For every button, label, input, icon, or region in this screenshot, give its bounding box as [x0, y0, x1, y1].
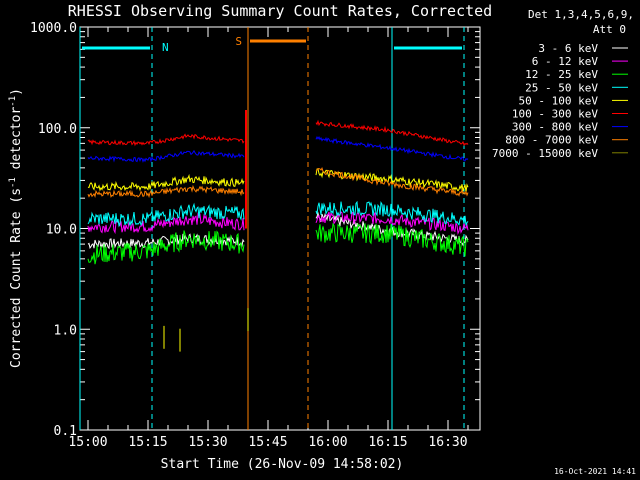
series-line	[315, 119, 469, 147]
x-tick-label: 15:30	[188, 435, 227, 450]
y-tick-label: 10.0	[46, 223, 77, 238]
legend-label: 800 - 7000 keV	[505, 134, 598, 147]
series-line	[87, 230, 245, 265]
series-line	[87, 202, 245, 228]
legend-label: 300 - 800 keV	[512, 121, 598, 134]
chart-title: RHESSI Observing Summary Count Rates, Co…	[68, 2, 492, 20]
x-tick-label: 16:00	[308, 435, 347, 450]
series-line	[315, 222, 469, 257]
series-line	[315, 200, 469, 226]
series-line	[87, 184, 245, 199]
series-line	[87, 149, 245, 163]
series-800-7000-kev	[87, 166, 469, 199]
series-100-300-kev	[87, 119, 469, 147]
legend-label: 6 - 12 keV	[532, 55, 599, 68]
plot-frame	[79, 26, 481, 431]
series-50-100-kev	[87, 168, 469, 193]
y-tick-label: 1.0	[54, 323, 77, 338]
series-line	[87, 233, 245, 250]
legend-header-detectors: Det 1,3,4,5,6,9,	[528, 8, 634, 21]
y-axis-title: Corrected Count Rate (s-1 detector-1)	[8, 88, 24, 368]
series-7000-15000-kev	[163, 308, 249, 352]
x-tick-label: 15:00	[68, 435, 107, 450]
x-axis-title: Start Time (26-Nov-09 14:58:02)	[161, 457, 404, 472]
legend-label: 3 - 6 keV	[538, 42, 598, 55]
legend-label: 50 - 100 keV	[519, 94, 599, 107]
series-line	[87, 173, 245, 192]
y-tick-label: 0.1	[54, 424, 77, 439]
y-axis-label: Corrected Count Rate (s-1 detector-1)	[8, 88, 24, 368]
series-line	[315, 135, 469, 162]
saa-label: S	[235, 35, 242, 48]
x-tick-label: 16:15	[368, 435, 407, 450]
series-line	[315, 166, 469, 197]
footer-timestamp: 16-Oct-2021 14:41	[554, 467, 636, 476]
y-tick-label: 100.0	[38, 122, 77, 137]
series-line	[315, 211, 469, 236]
legend-label: 25 - 50 keV	[525, 81, 598, 94]
legend-label: 7000 - 15000 keV	[492, 147, 598, 160]
legend-label: 100 - 300 keV	[512, 108, 598, 121]
y-tick-label: 1000.0	[30, 21, 77, 36]
x-tick-label: 15:15	[128, 435, 167, 450]
legend-header-attenuator: Att 0	[593, 23, 626, 36]
night-label: N	[162, 41, 169, 54]
plot-area: 1000.0 100.0 10.0 1.0 0.115:00 15:15 15:30 15:4…	[30, 21, 481, 450]
x-tick-label: 15:45	[248, 435, 287, 450]
x-tick-label: 16:30	[428, 435, 467, 450]
series-300-800-kev	[87, 135, 469, 163]
series-line	[87, 133, 245, 147]
legend-label: 12 - 25 keV	[525, 68, 598, 81]
series-12-25-kev	[87, 222, 469, 265]
series-25-50-kev	[87, 200, 469, 228]
